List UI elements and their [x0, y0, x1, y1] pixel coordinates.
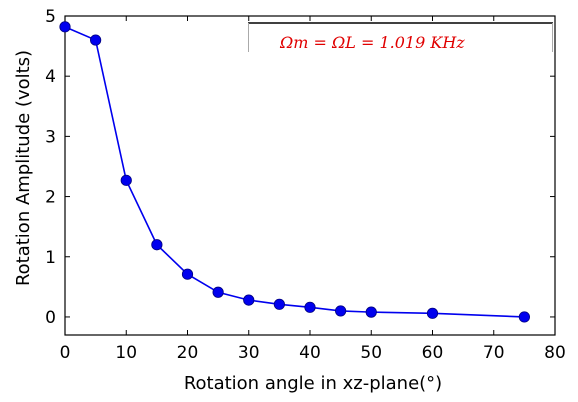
annotation-box-background: [248, 22, 553, 52]
y-tick-label: 5: [45, 7, 56, 27]
x-tick-label: 0: [60, 343, 71, 363]
data-point: [335, 305, 347, 317]
data-point: [59, 21, 71, 33]
x-tick-label: 70: [483, 343, 505, 363]
x-tick-label: 30: [238, 343, 260, 363]
y-axis-title: Rotation Amplitude (volts): [13, 50, 34, 286]
data-point: [181, 268, 194, 280]
series-layer: [59, 21, 530, 323]
x-tick-label: 50: [360, 343, 382, 363]
y-tick-label: 0: [45, 308, 56, 328]
data-point: [151, 239, 163, 251]
y-tick-label: 2: [45, 188, 56, 208]
annotation-box: Ωm = ΩL = 1.019 KHz: [248, 22, 553, 52]
x-tick-label: 20: [177, 343, 199, 363]
data-point: [304, 301, 316, 313]
x-tick-label: 40: [299, 343, 321, 363]
data-point: [273, 298, 285, 310]
data-point: [426, 307, 439, 319]
ticks: 0 10 20 30 40 50 60 70 80 0 1 2 3 4 5: [45, 7, 566, 363]
data-point: [212, 286, 224, 298]
data-point: [518, 311, 530, 323]
x-tick-label: 60: [422, 343, 444, 363]
data-point: [365, 306, 377, 318]
y-tick-label: 1: [45, 248, 56, 268]
y-tick-label: 4: [45, 67, 56, 87]
x-axis-title: Rotation angle in xz-plane(°): [184, 373, 442, 394]
y-tick-label: 3: [45, 127, 56, 147]
x-tick-label: 80: [544, 343, 566, 363]
data-point: [243, 294, 255, 306]
data-point: [120, 174, 132, 186]
x-tick-label: 10: [115, 343, 137, 363]
data-point: [90, 34, 102, 46]
annotation-text: Ωm = ΩL = 1.019 KHz: [279, 33, 465, 52]
